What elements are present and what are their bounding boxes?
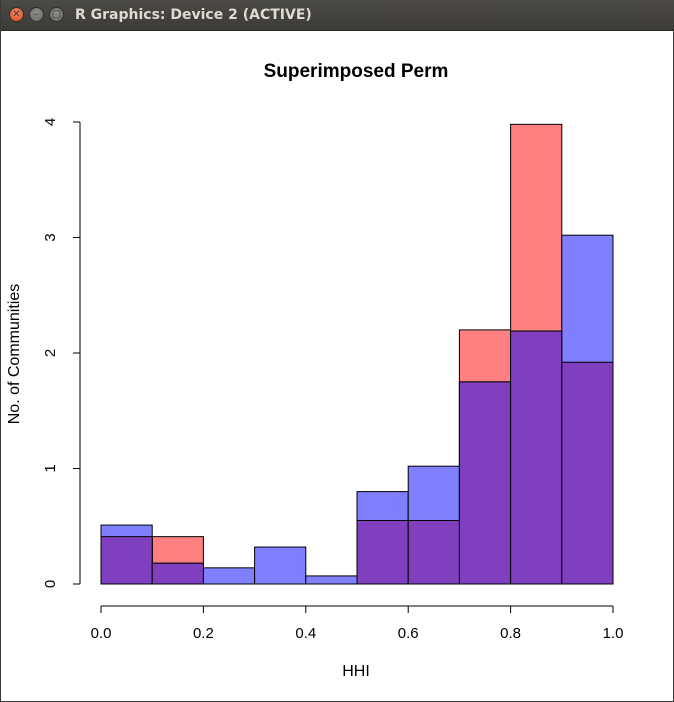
x-tick-label-3: 0.6 — [398, 625, 419, 642]
chart-title: Superimposed Perm — [264, 61, 449, 82]
x-axis-label: HHI — [342, 663, 370, 680]
y-tick-label-0: 0 — [42, 580, 59, 588]
bar-series-2-4 — [305, 575, 358, 585]
y-tick-label-2: 2 — [42, 349, 59, 357]
close-button[interactable]: ✕ — [9, 7, 24, 22]
bar-overlap-5 — [356, 519, 409, 585]
title-bar[interactable]: ✕ – □ R Graphics: Device 2 (ACTIVE) — [1, 0, 674, 31]
histogram-plot: Superimposed Perm HHI No. of Communities… — [6, 61, 623, 680]
y-axis-label: No. of Communities — [6, 284, 23, 425]
bar-series-2-3 — [254, 546, 307, 585]
maximize-button[interactable]: □ — [49, 7, 64, 22]
minimize-icon: – — [34, 8, 39, 20]
minimize-button[interactable]: – — [29, 7, 44, 22]
y-tick-label-1: 1 — [42, 464, 59, 472]
bars-layer — [100, 123, 614, 585]
bar-overlap-6 — [407, 519, 460, 585]
x-tick-label-4: 0.8 — [500, 625, 521, 642]
x-tick-label-1: 0.2 — [193, 625, 214, 642]
close-icon: ✕ — [12, 8, 21, 20]
bar-overlap-7 — [458, 381, 512, 585]
window-title: R Graphics: Device 2 (ACTIVE) — [75, 7, 312, 23]
bar-overlap-8 — [510, 330, 563, 585]
bar-overlap-9 — [561, 361, 614, 585]
y-tick-label-4: 4 — [42, 118, 59, 126]
bar-series-2-2 — [202, 567, 256, 585]
x-tick-label-5: 1.0 — [603, 625, 624, 642]
bar-overlap-1 — [151, 562, 204, 585]
bar-overlap-0 — [100, 536, 153, 585]
axes-layer: 0.0 0.2 0.4 0.6 0.8 1.0 0 1 2 3 4 — [42, 118, 623, 642]
maximize-icon: □ — [51, 8, 62, 20]
x-tick-label-0: 0.0 — [91, 625, 112, 642]
y-tick-label-3: 3 — [42, 233, 59, 241]
x-tick-label-2: 0.4 — [295, 625, 316, 642]
